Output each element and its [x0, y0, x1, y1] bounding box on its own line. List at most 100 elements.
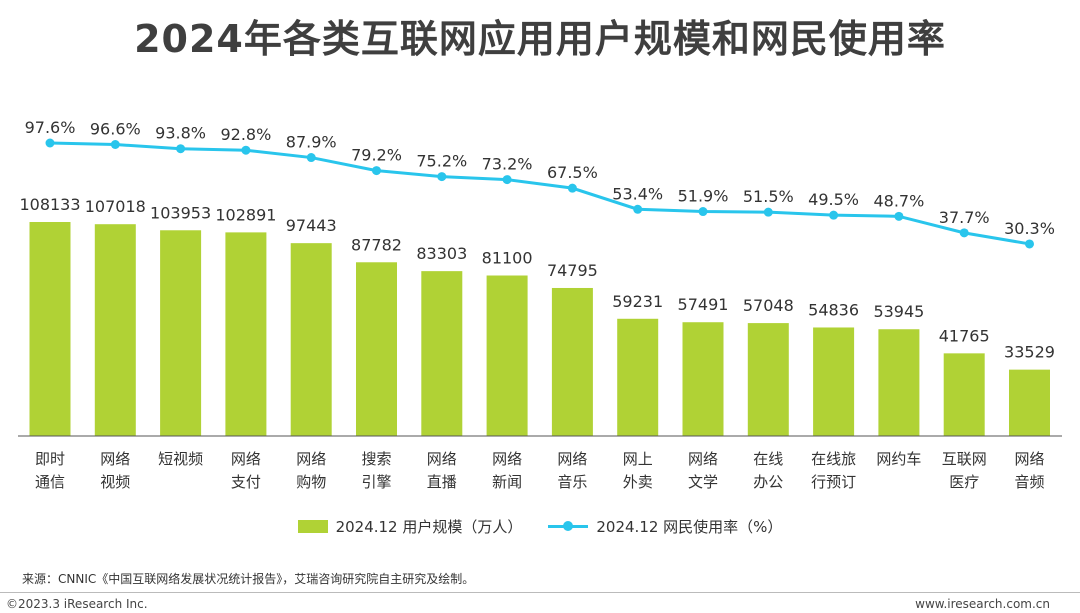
- bar-7: [486, 275, 528, 436]
- usage-rate-point-14: [959, 228, 969, 238]
- bar-label-1: 107018: [85, 197, 146, 216]
- usage-rate-point-10: [698, 207, 708, 217]
- category-label-14-0: 互联网: [942, 450, 987, 468]
- bar-label-4: 97443: [286, 216, 337, 235]
- bar-label-15: 33529: [1004, 343, 1055, 362]
- bar-label-5: 87782: [351, 235, 402, 254]
- bar-13: [878, 329, 920, 436]
- source-note: 来源：CNNIC《中国互联网络发展状况统计报告》，艾瑞咨询研究院自主研究及绘制。: [22, 572, 475, 586]
- usage-rate-point-1: [110, 140, 120, 149]
- usage-rate-label-4: 87.9%: [286, 133, 337, 152]
- usage-rate-point-6: [437, 172, 447, 182]
- bar-4: [290, 243, 332, 436]
- bar-label-2: 103953: [150, 203, 211, 222]
- bar-label-6: 83303: [416, 244, 467, 263]
- category-label-11-0: 在线: [753, 450, 783, 468]
- legend-bar-label: 2024.12 用户规模（万人）: [335, 518, 523, 536]
- usage-rate-point-15: [1025, 239, 1034, 249]
- usage-rate-label-7: 73.2%: [482, 155, 533, 174]
- legend-item-bar: 2024.12 用户规模（万人）: [297, 516, 523, 537]
- bar-label-0: 108133: [19, 195, 80, 214]
- usage-rate-label-6: 75.2%: [416, 152, 467, 171]
- category-label-6-1: 直播: [427, 473, 457, 491]
- category-label-4-0: 网络: [296, 450, 326, 468]
- bar-label-10: 57491: [678, 295, 729, 314]
- bar-3: [225, 232, 267, 436]
- bar-label-8: 74795: [547, 261, 598, 280]
- bar-label-11: 57048: [743, 296, 794, 315]
- usage-rate-point-9: [633, 204, 643, 214]
- bar-label-7: 81100: [482, 248, 533, 267]
- usage-rate-point-3: [241, 145, 251, 155]
- usage-rate-label-8: 67.5%: [547, 163, 598, 182]
- usage-rate-point-4: [306, 153, 316, 163]
- usage-rate-point-7: [502, 175, 512, 185]
- bar-14: [943, 353, 985, 436]
- footer-divider: [0, 592, 1080, 593]
- category-label-13: 网约车: [876, 450, 921, 468]
- bar-label-14: 41765: [939, 326, 990, 345]
- usage-rate-label-0: 97.6%: [25, 118, 76, 137]
- category-label-9-1: 外卖: [623, 473, 653, 491]
- category-label-1-0: 网络: [100, 450, 130, 468]
- usage-rate-point-11: [763, 207, 773, 217]
- bar-label-9: 59231: [612, 292, 663, 311]
- bar-10: [682, 322, 724, 436]
- legend-item-line: 2024.12 网民使用率（%）: [548, 516, 782, 537]
- legend: 2024.12 用户规模（万人） 2024.12 网民使用率（%）: [0, 516, 1080, 537]
- usage-rate-point-2: [176, 144, 186, 154]
- category-label-4-1: 购物: [296, 473, 326, 491]
- usage-rate-point-0: [45, 138, 55, 148]
- category-label-10-0: 网络: [688, 450, 718, 468]
- usage-rate-point-12: [829, 210, 839, 220]
- category-label-15-0: 网络: [1014, 450, 1044, 468]
- legend-line-label: 2024.12 网民使用率（%）: [596, 518, 783, 536]
- usage-rate-label-5: 79.2%: [351, 146, 402, 165]
- usage-rate-point-5: [372, 166, 381, 176]
- category-label-1-1: 视频: [100, 473, 130, 491]
- category-label-5-1: 引擎: [361, 473, 391, 491]
- bar-6: [421, 271, 463, 436]
- bar-12: [813, 327, 855, 436]
- category-label-8-0: 网络: [557, 450, 587, 468]
- category-label-11-1: 办公: [753, 473, 783, 491]
- usage-rate-label-9: 53.4%: [612, 184, 663, 203]
- category-label-15-1: 音频: [1014, 473, 1044, 491]
- bar-2: [160, 230, 202, 436]
- usage-rate-point-13: [894, 211, 904, 221]
- usage-rate-label-14: 37.7%: [939, 208, 990, 227]
- bar-1: [94, 224, 136, 436]
- usage-rate-label-15: 30.3%: [1004, 219, 1055, 238]
- category-label-6-0: 网络: [427, 450, 457, 468]
- category-label-0-0: 即时: [35, 450, 65, 468]
- category-label-9-0: 网上: [623, 450, 653, 468]
- category-label-7-1: 新闻: [492, 473, 522, 491]
- bar-15: [1009, 369, 1050, 436]
- category-label-8-1: 音乐: [557, 473, 587, 491]
- usage-rate-label-1: 96.6%: [90, 120, 141, 139]
- category-label-10-1: 文学: [688, 473, 718, 491]
- category-label-5-0: 搜索: [361, 450, 391, 468]
- usage-rate-line: [49, 141, 1030, 246]
- chart-title: 2024年各类互联网应用用户规模和网民使用率: [134, 17, 946, 61]
- category-label-12-1: 行预订: [811, 473, 856, 491]
- bar-11: [747, 323, 789, 436]
- bar-label-3: 102891: [215, 205, 276, 224]
- usage-rate-label-13: 48.7%: [873, 191, 924, 210]
- category-label-7-0: 网络: [492, 450, 522, 468]
- legend-line-swatch: [548, 520, 589, 533]
- usage-rate-label-2: 93.8%: [155, 124, 206, 143]
- usage-rate-label-3: 92.8%: [220, 125, 271, 144]
- usage-rate-label-12: 49.5%: [808, 190, 859, 209]
- bar-8: [551, 287, 593, 436]
- bar-9: [617, 318, 659, 436]
- category-label-3-0: 网络: [231, 450, 261, 468]
- usage-rate-point-8: [567, 183, 577, 193]
- bar-label-13: 53945: [873, 302, 924, 321]
- bar-0: [29, 222, 71, 436]
- category-label-14-1: 医疗: [949, 473, 979, 491]
- usage-rate-label-11: 51.5%: [743, 187, 794, 206]
- legend-bar-swatch: [297, 520, 328, 533]
- bar-label-12: 54836: [808, 300, 859, 319]
